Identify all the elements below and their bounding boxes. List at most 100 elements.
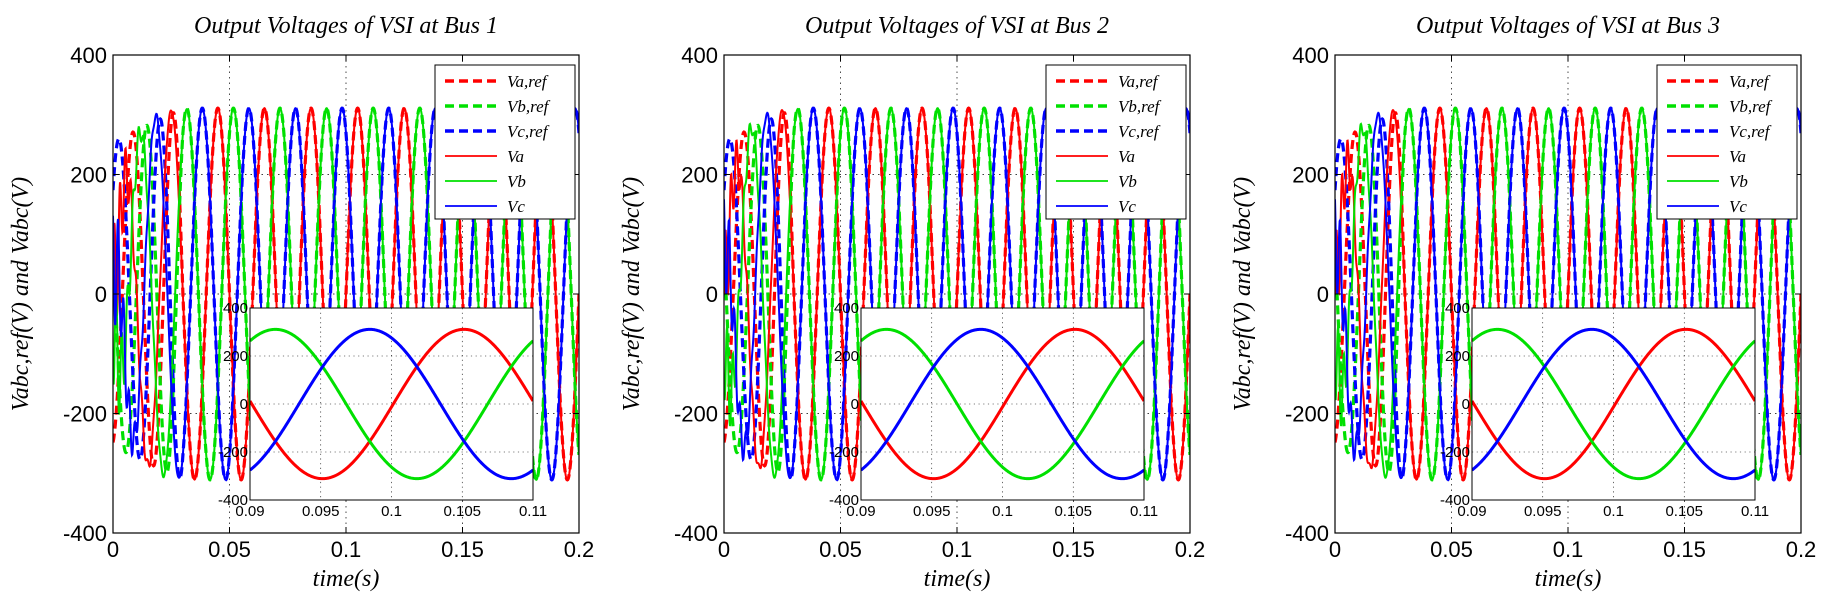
inset-series-va-ref [861,327,1144,481]
inset-y-tick-label: -400 [1440,492,1470,509]
x-tick-label: 0 [107,537,119,562]
inset-x-tick-label: 0.095 [913,503,951,520]
legend-label: Va [507,147,524,166]
inset-series-va-ref [1472,327,1755,481]
y-axis-label: Vabc,ref(V) and Vabc(V) [619,177,645,411]
legend-label: Vc,ref [507,122,550,141]
x-tick-label: 0.2 [1786,537,1817,562]
inset-x-tick-label: 0.11 [519,503,547,520]
legend: Va,ref Vb,ref Vc,ref Va Vb Vc [1045,64,1187,220]
inset-y-tick-label: -200 [829,444,859,461]
legend-label: Va,ref [507,72,549,91]
inset-y-tick-label: 400 [1445,300,1470,317]
inset-x-tick-label: 0.095 [1524,503,1562,520]
x-tick-label: 0.2 [564,537,595,562]
inset-y-tick-label: -400 [829,492,859,509]
y-tick-label: -200 [1285,402,1329,427]
y-axis-label: Vabc,ref(V) and Vabc(V) [8,177,34,411]
chart-title: Output Voltages of VSI at Bus 1 [194,13,498,39]
inset-y-tick-label: 200 [834,348,859,365]
legend-label: Vb [1729,172,1748,191]
inset-x-tick-label: 0.105 [1665,503,1703,520]
inset-y-tick-label: 200 [223,348,248,365]
legend-label: Vc [1729,197,1747,216]
inset-x-tick-label: 0.11 [1741,503,1769,520]
legend-label: Vc,ref [1729,122,1772,141]
y-tick-label: -200 [674,402,718,427]
inset-x-tick-label: 0.1 [381,503,402,520]
x-axis-label: time(s) [313,566,380,592]
legend-label: Va [1118,147,1135,166]
y-tick-label: 0 [1317,282,1329,307]
inset-x-tick-label: 0.105 [1054,503,1092,520]
y-tick-label: 0 [95,282,107,307]
legend-label: Vc [1118,197,1136,216]
inset-frame [860,307,1145,501]
inset-y-tick-label: 400 [223,300,248,317]
x-tick-label: 0.1 [331,537,362,562]
legend-label: Va [1729,147,1746,166]
x-tick-label: 0.1 [1553,537,1584,562]
inset-y-tick-label: 200 [1445,348,1470,365]
y-tick-label: -200 [63,402,107,427]
x-tick-label: 0.15 [1052,537,1095,562]
y-tick-label: 0 [706,282,718,307]
legend-label: Vb,ref [1118,97,1162,116]
x-tick-label: 0.15 [441,537,484,562]
x-tick-label: 0.05 [819,537,862,562]
x-axis-label: time(s) [924,566,991,592]
inset-x-tick-label: 0.1 [992,503,1013,520]
x-tick-label: 0 [1329,537,1341,562]
chart-title: Output Voltages of VSI at Bus 2 [805,13,1109,39]
inset-frame [1471,307,1756,501]
inset-series-group [861,327,1144,481]
inset-x-tick-label: 0.105 [443,503,481,520]
legend-label: Vb [507,172,526,191]
legend-box [1656,64,1798,220]
inset-series-group [250,327,533,481]
inset-x-tick-label: 0.09 [1457,503,1486,520]
legend: Va,ref Vb,ref Vc,ref Va Vb Vc [434,64,576,220]
inset-y-tick-label: -200 [218,444,248,461]
inset-series-vc-ref [861,327,1144,481]
inset-y-tick-label: -200 [1440,444,1470,461]
y-tick-label: -400 [674,521,718,546]
legend-label: Vc [507,197,525,216]
inset-x-tick-label: 0.09 [235,503,264,520]
legend-label: Vb [1118,172,1137,191]
y-tick-label: -400 [63,521,107,546]
inset-plot: 0.09 0.095 0.1 0.105 0.11 400 200 0 -200 -400 [829,300,1158,520]
chart-panel-2: 0 0.05 0.1 0.15 0.2 400 200 0 -200 -400 Output Vol… [619,13,1205,592]
x-tick-label: 0.2 [1175,537,1206,562]
inset-series-vc-ref [250,327,533,481]
legend-label: Vc,ref [1118,122,1161,141]
inset-series-vb-ref [861,327,1144,481]
y-tick-label: 400 [70,43,107,68]
x-tick-label: 0 [718,537,730,562]
inset-plot: 0.09 0.095 0.1 0.105 0.11 400 200 0 -200 -400 [218,300,547,520]
inset-x-tick-label: 0.1 [1603,503,1624,520]
y-axis-label: Vabc,ref(V) and Vabc(V) [1230,177,1256,411]
y-tick-label: 200 [681,163,718,188]
x-tick-label: 0.15 [1663,537,1706,562]
inset-series-vb-ref [250,327,533,481]
y-tick-label: 200 [70,163,107,188]
chart-panel-1: 0 0.05 0.1 0.15 0.2 400 200 0 -200 -400 Output Vol… [8,13,594,592]
x-tick-label: 0.05 [208,537,251,562]
legend-box [434,64,576,220]
inset-plot: 0.09 0.095 0.1 0.105 0.11 400 200 0 -200 -400 [1440,300,1769,520]
inset-frame [249,307,534,501]
inset-y-tick-label: -400 [218,492,248,509]
inset-series-va-ref [250,327,533,481]
inset-y-tick-label: 0 [1462,396,1470,413]
inset-x-tick-label: 0.11 [1130,503,1158,520]
legend-label: Vb,ref [1729,97,1773,116]
inset-series-group [1472,327,1755,481]
inset-series-vb-ref [1472,327,1755,481]
y-tick-label: 200 [1292,163,1329,188]
legend: Va,ref Vb,ref Vc,ref Va Vb Vc [1656,64,1798,220]
legend-box [1045,64,1187,220]
y-tick-label: 400 [1292,43,1329,68]
inset-x-tick-label: 0.095 [302,503,340,520]
